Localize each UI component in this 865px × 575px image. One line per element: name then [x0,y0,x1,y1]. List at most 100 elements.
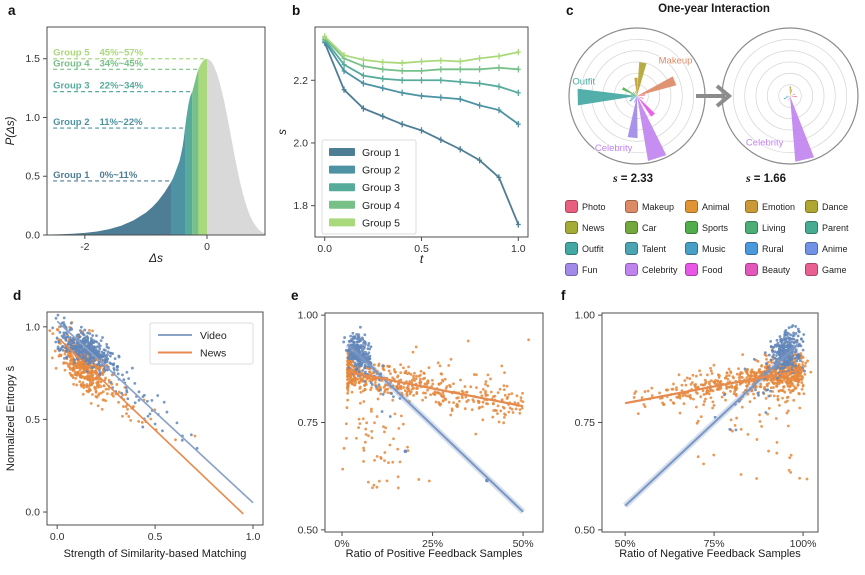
panel-label-a: a [8,3,16,18]
svg-text:0.5: 0.5 [25,171,40,183]
category-legend-item-photo: Photo [565,197,625,217]
svg-text:Strength of Similarity-based M: Strength of Similarity-based Matching [64,548,247,560]
trend-news [347,370,524,408]
series-group-4 [322,34,521,75]
svg-text:Group 10%~11%: Group 1 0%~11% [53,170,138,181]
category-legend-item-food: Food [685,260,745,280]
trend-lines [623,342,804,508]
category-swatch [625,242,638,255]
category-name: Talent [642,243,667,254]
category-legend-item-car: Car [625,218,685,238]
svg-text:0.5: 0.5 [414,243,429,255]
svg-text:Celebrity: Celebrity [595,143,633,154]
line-series [322,33,521,228]
trend-news [624,368,804,405]
svg-text:0.0: 0.0 [50,531,65,543]
category-name: Rural [762,243,784,254]
svg-text:Normalized Entropy ŝ: Normalized Entropy ŝ [5,365,17,471]
rose-1-entropy-value: s = 2.33 [613,171,653,185]
panel-label-d: d [13,288,22,303]
svg-text:Group 211%~22%: Group 2 11%~22% [53,117,143,128]
points-video [51,313,199,450]
category-legend-item-emotion: Emotion [745,197,805,217]
wedge-dance [790,89,793,96]
category-legend-item-talent: Talent [625,239,685,259]
category-swatch [745,263,758,276]
category-legend-item-parent: Parent [805,218,865,238]
category-legend-item-celebrity: Celebrity [625,260,685,280]
category-name: Music [702,243,726,254]
svg-text:0.50: 0.50 [575,524,596,536]
category-legend-item-animal: Animal [685,197,745,217]
wedge-outfit [785,95,790,97]
panel-label-c: c [566,3,574,18]
category-swatch [565,263,578,276]
wedge-parent [632,91,637,96]
axes: 0.0 0.5 1.0 1.8 2.0 2.2 [293,26,529,255]
axes: 0.0 0.5 1.0 0.0 0.5 1.0 [25,311,264,543]
panel-a-distribution-chart: Group 5 45%~57%Group 4 34%~45% Group 3 22%~3… [5,26,266,265]
svg-text:Group 322%~34%: Group 3 22%~34% [53,81,144,92]
category-legend-item-game: Game [805,260,865,280]
panel-c-rose-charts: Outfit Makeup Celebrity Celebrity [568,27,859,165]
scatter-points [341,325,531,490]
svg-text:s: s [277,129,289,135]
svg-text:0.0: 0.0 [317,243,332,255]
svg-text:0.75: 0.75 [298,417,319,429]
group-annotations: Group 5 45%~57%Group 4 34%~45% Group 3 22%~3… [53,48,207,182]
panel-c-title: One-year Interaction [658,3,770,15]
svg-text:Group 1: Group 1 [362,147,400,159]
category-swatch [805,200,818,213]
distribution-bands [47,58,265,235]
panel-d-scatter-chart: Video News 0.0 0.5 1.0 0.0 0.5 1.0 Strength of S… [5,311,264,560]
wedge-celebrity [637,96,667,162]
svg-text:Group 4: Group 4 [362,200,400,212]
arrow-right-icon [696,84,733,108]
svg-text:1.0: 1.0 [25,112,40,124]
wedge-emotion [634,77,638,96]
category-name: Parent [822,222,849,233]
svg-text:-2: -2 [80,241,89,253]
category-legend-item-makeup: Makeup [625,197,685,217]
s-symbol: s [613,171,618,185]
category-name: Animal [702,201,730,212]
svg-text:Makeup: Makeup [659,56,693,67]
category-name: Living [762,222,786,233]
series-group-2 [322,37,521,128]
trend-video [624,343,799,507]
wedge-music [783,96,790,100]
category-legend-item-rural: Rural [745,239,805,259]
svg-text:Group 3: Group 3 [362,182,400,194]
svg-text:100%: 100% [790,538,817,550]
category-name: Dance [822,201,849,212]
band-group-3 [185,91,193,235]
panel-e-scatter-chart: 0% 25% 50% 0.50 0.75 1.00 Ratio of Positive Fe… [298,310,544,560]
category-legend-item-sports: Sports [685,218,745,238]
svg-text:0.50: 0.50 [298,524,319,536]
trend-lines [345,342,526,514]
category-name: Game [822,264,847,275]
category-swatch [685,221,698,234]
svg-text:0.75: 0.75 [575,417,596,429]
category-name: Outfit [582,243,604,254]
category-swatch [565,200,578,213]
svg-text:1.5: 1.5 [25,53,40,65]
wedge-dance [637,62,647,96]
axes: 0% 25% 50% 0.50 0.75 1.00 [298,310,544,550]
scatter-points [48,313,199,450]
rose-chart-2: Celebrity [721,27,859,165]
band-group-2 [171,128,186,235]
svg-text:Video: Video [200,330,227,342]
svg-text:Group 434%~45%: Group 4 34%~45% [53,58,144,69]
svg-text:1.0: 1.0 [511,243,526,255]
category-swatch [565,221,578,234]
panel-label-e: e [291,288,299,303]
svg-text:1.00: 1.00 [575,310,596,322]
category-name: Food [702,264,723,275]
category-swatch [745,200,758,213]
trend-video [56,320,254,504]
category-legend-item-news: News [565,218,625,238]
category-legend: Photo News Outfit Fun Makeup Car Talent Celebri… [565,196,865,280]
category-legend-item-anime: Anime [805,239,865,259]
category-swatch [805,242,818,255]
